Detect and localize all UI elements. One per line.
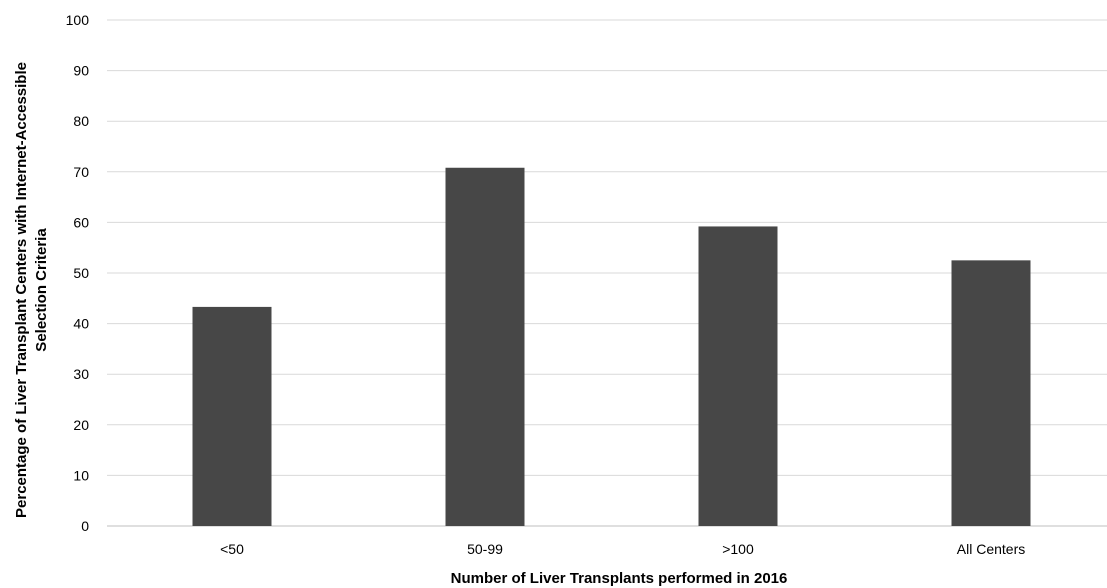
x-tick-label: 50-99 — [467, 541, 503, 557]
y-tick-label: 20 — [73, 417, 89, 433]
x-tick-label: >100 — [722, 541, 754, 557]
bar — [445, 167, 525, 526]
y-tick-label: 40 — [73, 316, 89, 332]
y-axis-title-line-2: Selection Criteria — [33, 228, 50, 352]
y-tick-label: 80 — [73, 113, 89, 129]
y-tick-label: 60 — [73, 214, 89, 230]
y-tick-label: 30 — [73, 366, 89, 382]
y-tick-label: 90 — [73, 63, 89, 79]
x-tick-label: All Centers — [957, 541, 1025, 557]
y-axis-title: Percentage of Liver Transplant Centers w… — [13, 62, 50, 518]
y-axis-title-line-1: Percentage of Liver Transplant Centers w… — [13, 62, 30, 518]
y-tick-labels: 0 10 20 30 40 50 60 70 80 90 100 — [66, 12, 90, 534]
y-tick-label: 10 — [73, 467, 89, 483]
gridlines — [107, 19, 1107, 527]
x-tick-label: <50 — [220, 541, 244, 557]
y-tick-label: 0 — [81, 518, 89, 534]
y-tick-label: 50 — [73, 265, 89, 281]
x-axis-title: Number of Liver Transplants performed in… — [451, 570, 788, 587]
bars — [192, 167, 1031, 526]
x-tick-labels: <50 50-99 >100 All Centers — [220, 541, 1025, 557]
y-tick-label: 70 — [73, 164, 89, 180]
y-tick-label: 100 — [66, 12, 90, 28]
bar — [951, 260, 1031, 526]
bar — [698, 226, 778, 526]
bar — [192, 306, 272, 526]
